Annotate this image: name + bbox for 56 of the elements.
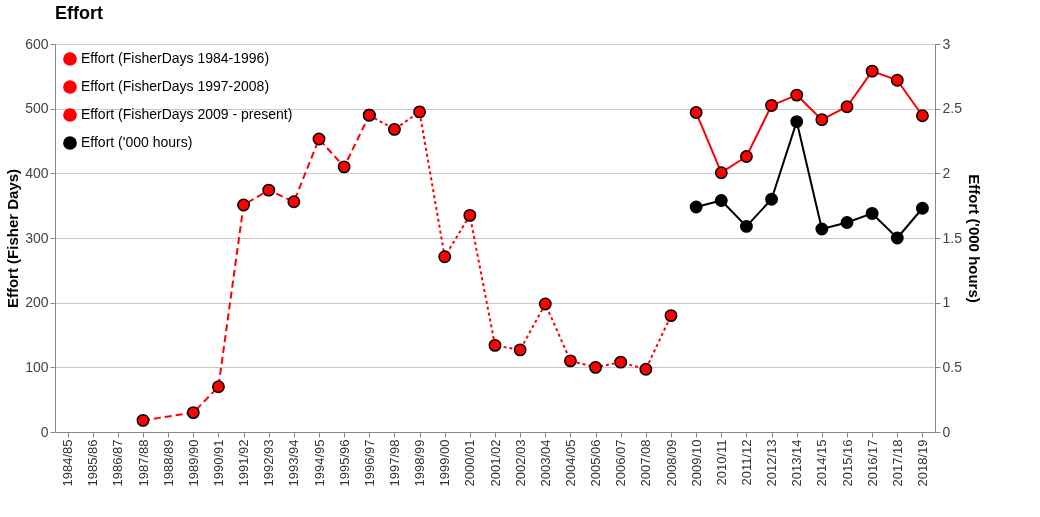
chart-title: Effort bbox=[55, 3, 103, 23]
x-tick-label: 1998/99 bbox=[412, 439, 428, 487]
y-tick-label: 0 bbox=[40, 423, 49, 440]
x-tick-label: 2018/19 bbox=[914, 439, 930, 487]
y-tick-label: 500 bbox=[25, 100, 49, 117]
y2-tick-label: 1.5 bbox=[942, 229, 963, 246]
y-tick-label: 600 bbox=[25, 35, 49, 52]
x-tick-label: 2009/10 bbox=[688, 439, 704, 487]
legend-label: Effort (FisherDays 1997-2008) bbox=[81, 78, 270, 94]
y-tick-label: 200 bbox=[25, 294, 49, 311]
x-tick-label: 2003/04 bbox=[537, 439, 553, 487]
y2-axis-title: Effort ('000 hours) bbox=[965, 174, 983, 303]
x-tick-label: 2005/06 bbox=[588, 439, 604, 487]
x-tick-label: 2002/03 bbox=[512, 439, 528, 487]
x-tick-label: 1988/89 bbox=[160, 439, 176, 487]
x-tick-label: 2008/09 bbox=[663, 439, 679, 487]
y-tick-label: 300 bbox=[25, 229, 49, 246]
x-tick-label: 2011/12 bbox=[738, 439, 754, 486]
x-tick-label: 2004/05 bbox=[562, 439, 578, 487]
x-tick-label: 1993/94 bbox=[286, 439, 302, 487]
x-tick-label: 1985/86 bbox=[85, 439, 101, 487]
x-tick-label: 1989/90 bbox=[185, 439, 201, 487]
y2-tick-label: 3 bbox=[942, 35, 951, 52]
x-tick-label: 1990/91 bbox=[210, 439, 226, 487]
x-tick-label: 2017/18 bbox=[889, 439, 905, 487]
x-tick-label: 2013/14 bbox=[789, 439, 805, 487]
y2-tick-label: 1 bbox=[942, 294, 951, 311]
y2-tick-label: 0.5 bbox=[942, 358, 963, 375]
x-tick-label: 2001/02 bbox=[487, 439, 503, 487]
x-tick-label: 2012/13 bbox=[764, 439, 780, 487]
x-tick-label: 2015/16 bbox=[839, 439, 855, 487]
x-tick-label: 2000/01 bbox=[462, 439, 478, 487]
x-tick-label: 1994/95 bbox=[311, 439, 327, 487]
x-tick-label: 1999/00 bbox=[437, 439, 453, 487]
x-tick-label: 2014/15 bbox=[814, 439, 830, 487]
x-tick-label: 2016/17 bbox=[864, 439, 880, 487]
x-tick-label: 2006/07 bbox=[613, 439, 629, 487]
x-tick-label: 1986/87 bbox=[110, 439, 126, 487]
legend-label: Effort (FisherDays 1984-1996) bbox=[81, 50, 270, 66]
y2-tick-label: 0 bbox=[942, 423, 951, 440]
x-tick-label: 2007/08 bbox=[638, 439, 654, 487]
x-tick-label: 1984/85 bbox=[60, 439, 76, 487]
x-tick-label: 1997/98 bbox=[386, 439, 402, 487]
y2-tick-label: 2 bbox=[942, 164, 951, 181]
y2-tick-label: 2.5 bbox=[942, 100, 963, 117]
legend-label: Effort (FisherDays 2009 - present) bbox=[81, 106, 293, 122]
x-tick-label: 1995/96 bbox=[336, 439, 352, 487]
y-tick-label: 100 bbox=[25, 358, 49, 375]
legend-label: Effort ('000 hours) bbox=[81, 134, 193, 150]
x-tick-label: 2010/11 bbox=[713, 439, 729, 486]
x-tick-label: 1987/88 bbox=[135, 439, 151, 487]
x-tick-label: 1996/97 bbox=[361, 439, 377, 487]
y-tick-label: 400 bbox=[25, 164, 49, 181]
x-tick-label: 1991/92 bbox=[236, 439, 252, 487]
y-axis-title: Effort (Fisher Days) bbox=[4, 168, 22, 309]
x-tick-label: 1992/93 bbox=[261, 439, 277, 487]
